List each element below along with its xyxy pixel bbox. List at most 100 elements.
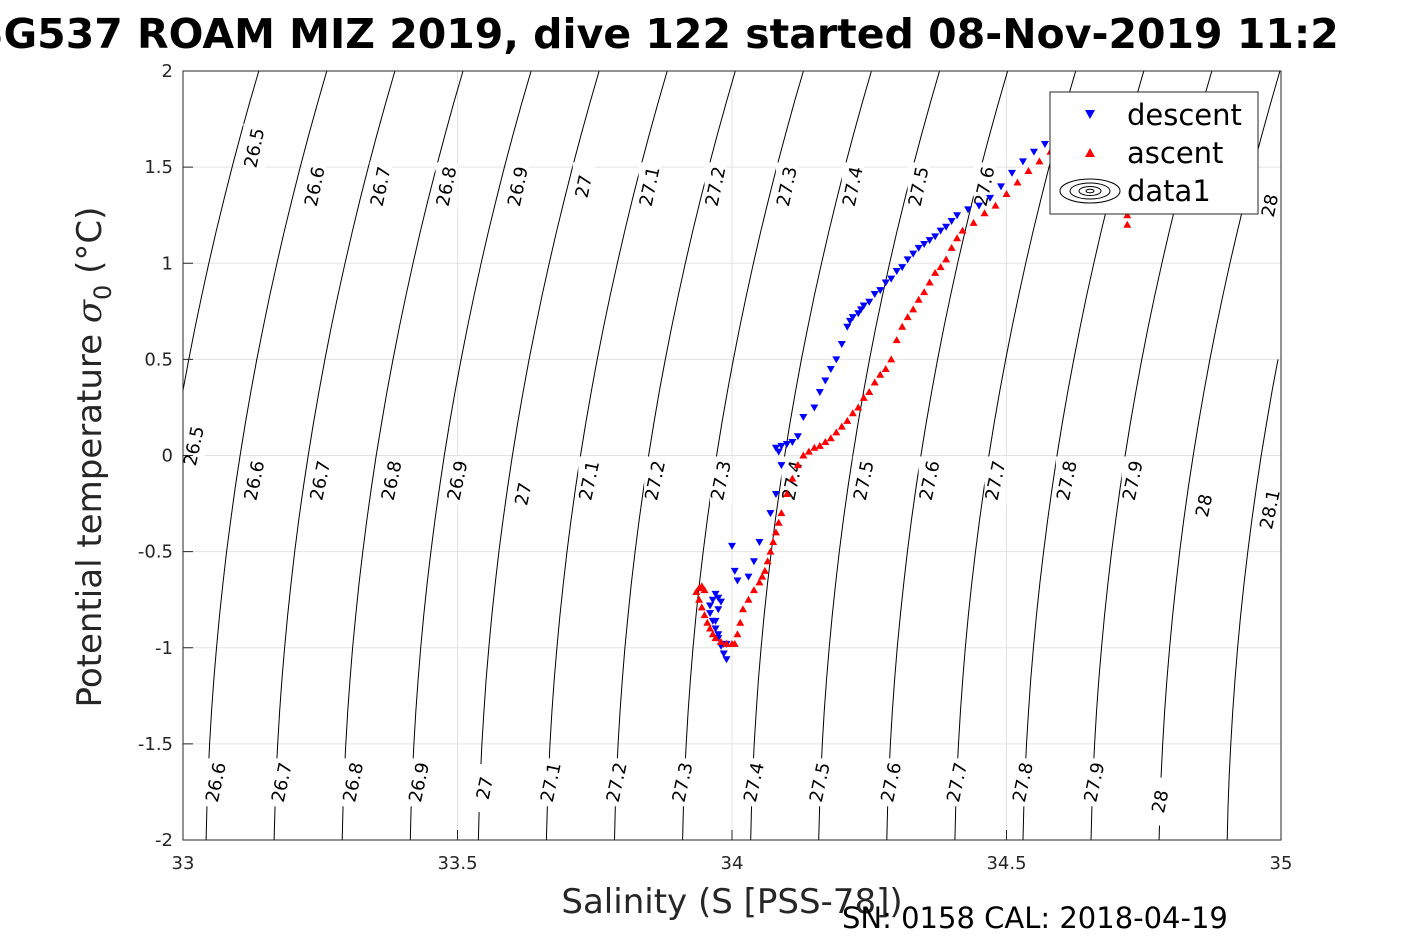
y-tick-label: 2 [162,61,173,82]
ascent-point [1035,157,1044,165]
descent-point [714,606,723,614]
descent-point [936,227,945,235]
ascent-point [695,595,704,603]
contour-label-bg [435,162,458,211]
contour-label-bg [408,758,431,807]
descent-point [711,625,720,633]
y-tick-label: 0.5 [144,349,173,370]
ascent-point [711,634,720,642]
contour-label-bg [907,162,930,211]
descent-point [837,340,846,348]
contour-label-bg [243,123,266,172]
isopycnal-line [409,70,532,841]
descent-point [826,365,835,373]
descent-point [799,414,808,422]
ascent-point [769,538,778,546]
contour-label-bg [303,162,326,211]
descent-point [964,206,973,214]
ascent-point [799,451,808,459]
ascent-point [892,336,901,344]
ascent-point [700,586,709,594]
ascent-point [738,605,747,613]
descent-point [719,650,728,658]
descent-point [755,539,764,547]
ascent-point [931,268,940,276]
descent-point [942,223,951,231]
y-axis-label-symbol: σ [70,299,110,323]
contour-label-bg [638,162,661,211]
ascent-point [832,428,841,436]
descent-point [728,542,736,550]
x-tick-label: 34.5 [986,853,1026,874]
contour-label: 28 [1148,788,1173,815]
descent-point [881,279,890,287]
ascent-point [749,586,758,594]
descent-point [771,490,780,498]
isopycnal-line [545,70,668,841]
ascent-point [837,422,846,430]
descent-point [714,631,723,639]
ascent-point [887,355,896,363]
isopycnal-line [1226,359,1279,841]
y-axis-label: Potential temperature σ0 (°C) [70,207,117,708]
ascent-point [777,509,786,517]
y-tick-label: -1.5 [138,734,173,755]
y-axis-label-unit: (°C) [70,207,110,274]
descent-point [708,617,717,625]
legend-data1-label: data1 [1127,174,1211,208]
descent-point [793,433,802,441]
contour-label-bg [1055,456,1078,505]
contour-label-bg [243,456,266,505]
ascent-point [925,278,934,286]
density-contours [182,70,1281,841]
legend-ascent-marker [1085,148,1095,157]
y-tick-label: -2 [155,830,173,851]
y-axis-label-text: Potential temperature [70,334,110,707]
descent-point [744,573,753,581]
descent-point [1007,169,1016,177]
chart-title: SG537 ROAM MIZ 2019, dive 122 started 08… [0,10,1339,58]
isopycnal-line [886,70,1009,841]
descent-point [1029,148,1038,156]
contour-label-bg [1011,758,1034,807]
ascent-point [909,305,918,313]
ascent-point [854,403,863,411]
descent-point [810,404,819,412]
contour-label: 28 [1192,492,1217,519]
ascent-point [826,434,835,442]
legend-ascent-label: ascent [1127,136,1223,170]
ascent-point [766,547,775,555]
ascent-point [942,255,951,263]
legend-box [1049,91,1259,215]
descent-point [975,202,984,210]
data-points [692,140,1132,664]
contour-label: 27 [511,481,536,508]
ascent-point [755,578,764,586]
contour-label-bg [342,758,365,807]
contour-label-bg [506,162,529,211]
descent-point [706,602,715,610]
contour-label-bg [1259,485,1282,534]
descent-point [706,610,715,618]
isopycnal-line [614,70,736,841]
contour-label-bg [841,162,864,211]
ascent-point [898,322,907,330]
ascent-point [920,288,929,296]
descent-point [821,377,830,385]
ascent-point [774,518,783,526]
legend-descent-label: descent [1127,98,1242,132]
contour-label-bg [204,758,227,807]
descent-point [1040,141,1049,149]
descent-point [766,510,775,518]
legend-contour-icon [1059,178,1121,204]
descent-point [815,389,824,397]
isopycnal-line [341,70,464,841]
descent-point [1018,158,1027,166]
contour-label-bg [512,469,535,518]
descent-point [733,577,742,585]
contour-label-bg [704,162,727,211]
x-tick-label: 33.5 [437,853,477,874]
descent-point [848,314,857,322]
y-tick-label: -0.5 [138,542,173,563]
descent-point [986,194,995,202]
